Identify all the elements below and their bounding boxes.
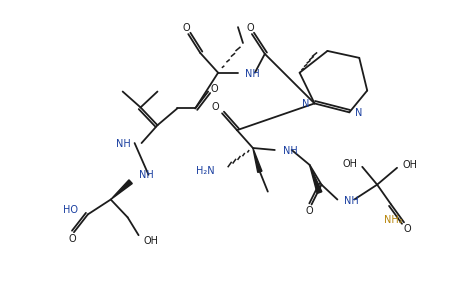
Text: OH: OH: [342, 159, 357, 169]
Text: NH: NH: [283, 146, 298, 156]
Text: O: O: [182, 23, 190, 33]
Polygon shape: [253, 148, 262, 172]
Text: O: O: [403, 224, 411, 234]
Text: OH: OH: [144, 236, 159, 246]
Text: OH: OH: [402, 160, 417, 170]
Text: HO: HO: [63, 206, 78, 215]
Polygon shape: [111, 180, 132, 200]
Text: NH: NH: [116, 139, 130, 149]
Polygon shape: [309, 165, 322, 193]
Text: NH: NH: [245, 69, 260, 79]
Text: O: O: [306, 206, 313, 217]
Text: H₂N: H₂N: [196, 166, 215, 176]
Text: O: O: [211, 102, 219, 112]
Text: NH: NH: [344, 195, 359, 206]
Text: O: O: [211, 83, 218, 94]
Text: N: N: [302, 99, 309, 109]
Text: NH: NH: [138, 170, 154, 180]
Text: NH₂: NH₂: [384, 215, 402, 225]
Text: O: O: [68, 234, 76, 244]
Text: O: O: [246, 23, 254, 33]
Text: N: N: [355, 108, 362, 118]
